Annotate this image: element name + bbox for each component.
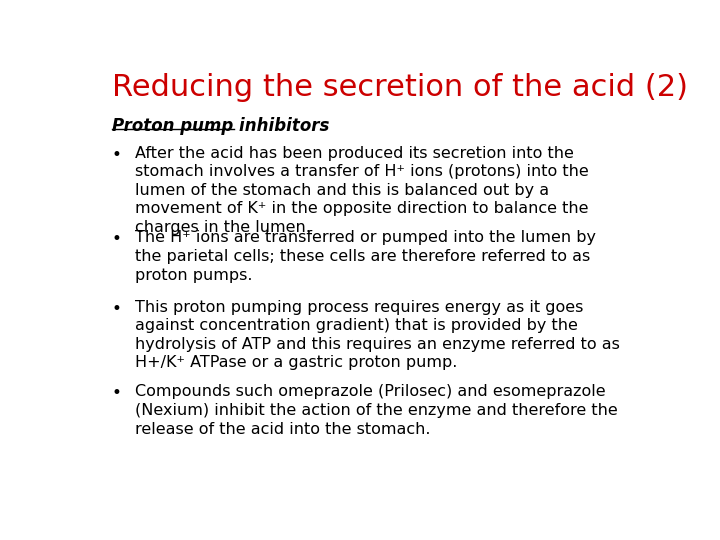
Text: •: • bbox=[112, 384, 122, 402]
Text: •: • bbox=[112, 300, 122, 318]
Text: Reducing the secretion of the acid (2): Reducing the secretion of the acid (2) bbox=[112, 72, 688, 102]
Text: The H⁺ ions are transferred or pumped into the lumen by
the parietal cells; thes: The H⁺ ions are transferred or pumped in… bbox=[135, 231, 596, 282]
Text: Proton pump inhibitors: Proton pump inhibitors bbox=[112, 117, 329, 135]
Text: This proton pumping process requires energy as it goes
against concentration gra: This proton pumping process requires ene… bbox=[135, 300, 620, 370]
Text: •: • bbox=[112, 146, 122, 164]
Text: •: • bbox=[112, 231, 122, 248]
Text: Compounds such omeprazole (Prilosec) and esomeprazole
(Nexium) inhibit the actio: Compounds such omeprazole (Prilosec) and… bbox=[135, 384, 618, 436]
Text: After the acid has been produced its secretion into the
stomach involves a trans: After the acid has been produced its sec… bbox=[135, 146, 589, 235]
